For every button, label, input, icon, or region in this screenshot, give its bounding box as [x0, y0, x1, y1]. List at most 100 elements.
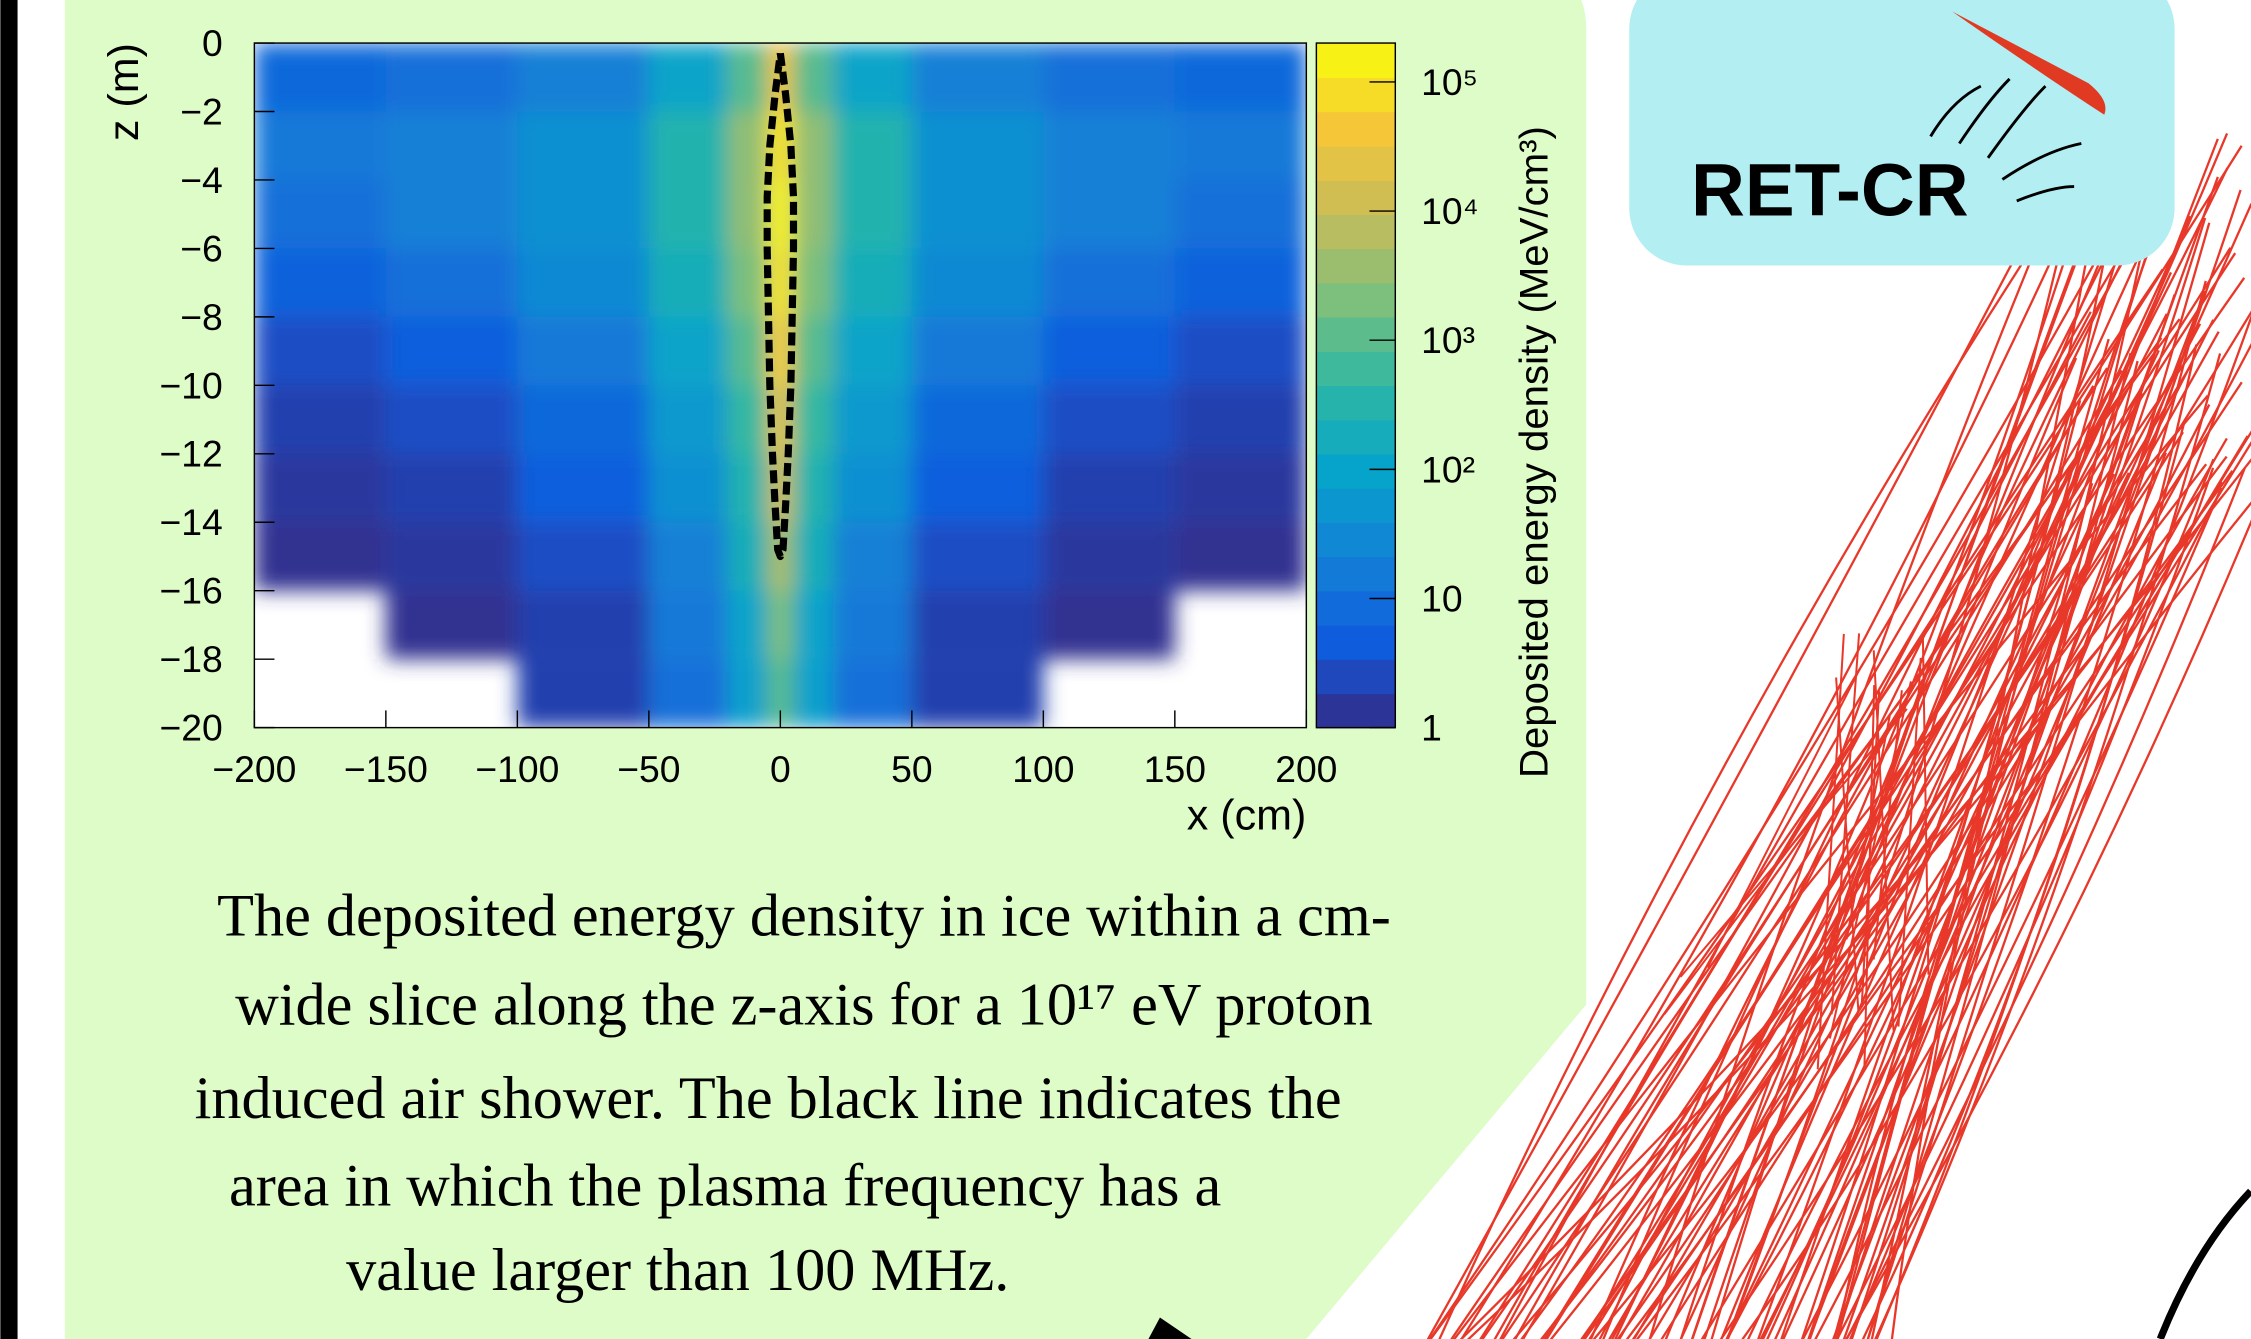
heatmap-cell	[385, 590, 518, 660]
heatmap-cell	[793, 248, 833, 317]
shower-line	[1648, 319, 2215, 1339]
heatmap-cell	[648, 111, 728, 180]
heatmap-cell	[385, 248, 518, 317]
y-tick-label: −14	[160, 501, 223, 543]
heatmap-cell	[648, 43, 728, 112]
heatmap-cell	[832, 453, 912, 523]
x-tick-label: 150	[1144, 748, 1206, 790]
arrow	[1148, 1317, 1192, 1339]
colorbar-tick-label: 1	[1421, 707, 1442, 749]
shower-line	[1460, 157, 2099, 1339]
shower-line	[1835, 677, 1860, 1012]
heatmap-cell	[911, 590, 1044, 660]
shower-line	[1774, 217, 2207, 1339]
heatmap-cell	[648, 522, 728, 591]
shower-line	[1710, 178, 2107, 1339]
shower-line	[1807, 176, 2219, 1339]
shower-line	[1874, 353, 2222, 1339]
x-tick-label: 200	[1275, 748, 1337, 790]
heatmap-cell	[767, 179, 794, 249]
heatmap-cell	[648, 590, 728, 660]
heatmap-cell	[648, 659, 728, 728]
shower-line	[1830, 633, 1861, 1015]
heatmap-cell	[517, 659, 649, 728]
heatmap-cell	[385, 385, 518, 454]
shower-line	[1726, 294, 2176, 1339]
shower-line	[1836, 258, 2147, 1339]
shower-line	[1703, 357, 2078, 1339]
heatmap-cell	[793, 179, 833, 249]
heatmap-cell	[254, 179, 386, 249]
shower-line	[1875, 418, 2187, 1339]
heatmap-cell	[648, 385, 728, 454]
shower-line	[1816, 633, 1845, 1070]
shower-line	[1759, 189, 2242, 1339]
heatmap-cell	[832, 590, 912, 660]
colorbar-tick-label: 10⁴	[1421, 190, 1479, 232]
heatmap-cell	[727, 179, 768, 249]
shower-line	[1618, 133, 2229, 1339]
shower-line	[1438, 168, 2085, 1339]
heatmap-cell	[648, 248, 728, 317]
shower-line	[1549, 381, 2243, 1339]
shower-line	[1863, 685, 1876, 1068]
heatmap-cell	[727, 111, 768, 180]
y-tick-label: −10	[160, 364, 223, 406]
shower-line	[1602, 311, 2092, 1339]
heatmap-cell	[1174, 248, 1307, 317]
logo-text: RET-CR	[1691, 147, 1969, 231]
colorbar-step	[1316, 248, 1396, 284]
shower-line	[1663, 703, 1900, 1015]
heatmap-cell	[1043, 248, 1175, 317]
shower-line	[1832, 338, 2110, 1339]
heatmap-cell	[385, 179, 518, 249]
y-tick-label: −4	[180, 159, 223, 201]
shower-line	[1757, 223, 2128, 1339]
colorbar-step	[1316, 556, 1396, 592]
colorbar-step	[1316, 145, 1396, 181]
heatmap-cell	[911, 43, 1044, 112]
heatmap-cell	[1174, 179, 1307, 249]
heatmap-cell	[517, 43, 649, 112]
heatmap-cell	[1174, 453, 1307, 523]
heatmap-cell	[517, 316, 649, 386]
shower-line	[1589, 367, 2109, 1339]
heatmap-cell	[1043, 522, 1175, 591]
heatmap-cell	[385, 111, 518, 180]
heatmap-cell	[254, 111, 386, 180]
shower-line	[1872, 690, 1903, 960]
shower-line	[1741, 458, 2215, 1339]
heatmap-cell	[911, 316, 1044, 386]
x-tick-label: 100	[1012, 748, 1074, 790]
heatmap-cell	[1174, 316, 1307, 386]
shower-line	[1814, 490, 2221, 1339]
y-tick-label: −8	[180, 296, 223, 338]
colorbar-step	[1316, 624, 1396, 660]
heatmap-cell	[832, 316, 912, 386]
shower-line	[1808, 437, 2228, 1339]
waves	[1929, 77, 2082, 203]
heatmap-cell	[648, 179, 728, 249]
shower-line	[1514, 337, 2163, 1339]
heatmap-cell	[1043, 316, 1175, 386]
colorbar-label: Deposited energy density (MeV/cm³)	[1511, 126, 1556, 778]
shower-art	[1426, 129, 2251, 1339]
colorbar-step	[1316, 179, 1396, 215]
shower-line	[1632, 323, 2202, 1339]
x-tick-label: 0	[770, 748, 791, 790]
colorbar-step	[1316, 77, 1396, 113]
heatmap-cells	[254, 43, 1307, 728]
heatmap-cell	[1174, 385, 1307, 454]
heatmap-cell	[767, 590, 794, 660]
heatmap-cell	[727, 659, 768, 728]
caption-line: value larger than 100 MHz.	[346, 1237, 1009, 1304]
heatmap-cell	[727, 453, 768, 523]
heatmap-cell	[727, 590, 768, 660]
left-border	[0, 0, 18, 1339]
heatmap-cell	[1043, 43, 1175, 112]
x-tick-label: −200	[212, 748, 296, 790]
heatmap-cell	[832, 522, 912, 591]
shower-line	[1512, 431, 2184, 1339]
shower-line	[1921, 634, 1930, 975]
